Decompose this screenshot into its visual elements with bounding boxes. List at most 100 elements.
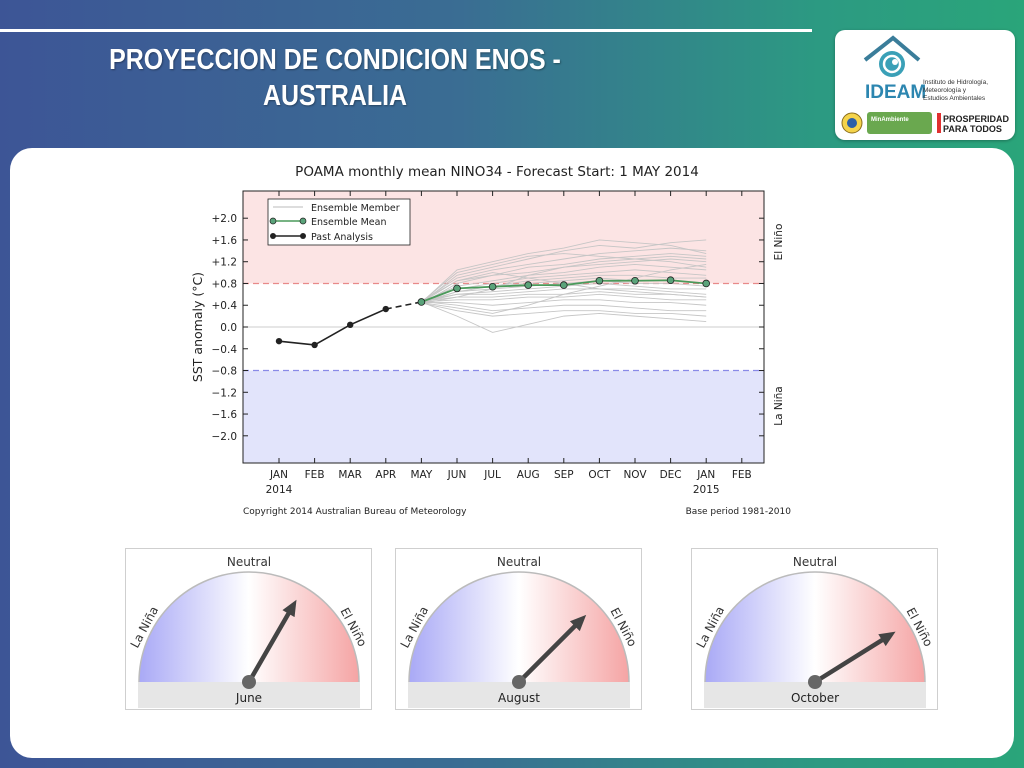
gauge-arc (139, 572, 359, 682)
x-tick-label-1: FEB (305, 469, 325, 481)
gauge-needle (516, 618, 583, 685)
gauge-arc-outline (138, 571, 360, 683)
title-underline (0, 29, 812, 32)
y-tick-label-4: +0.4 (212, 300, 238, 312)
x-tick-label-8: SEP (554, 469, 574, 481)
past-analysis-point-2 (347, 321, 354, 329)
x-tick-label-12: JAN (696, 469, 715, 481)
chart-title: POAMA monthly mean NINO34 - Forecast Sta… (295, 164, 699, 180)
x-year-label-1: 2015 (693, 484, 720, 496)
ensemble-members (421, 239, 707, 333)
y-tick-label-2: +1.2 (212, 257, 238, 269)
y-tick-label-0: +2.0 (212, 213, 238, 225)
y-tick-label-9: −1.6 (212, 409, 238, 421)
la-nina-region-label: La Niña (773, 386, 785, 425)
ensemble-member-line-14 (421, 299, 707, 306)
past-analysis-point-3 (382, 305, 389, 313)
y-tick-label-8: −1.2 (212, 387, 238, 399)
gauge-august: Neutral La Niña El Niño August (395, 548, 642, 710)
past-analysis-point-1 (311, 341, 318, 349)
ensemble-mean-point-0 (417, 298, 426, 306)
el-nino-region-label: El Niño (773, 224, 785, 261)
gauge-month-label: June (235, 691, 262, 705)
gauge-neutral-label: Neutral (227, 555, 271, 569)
x-tick-label-4: MAY (410, 469, 432, 481)
y-axis-label: SST anomaly (°C) (190, 272, 205, 382)
ensemble-member-line-17 (421, 301, 707, 333)
x-tick-label-9: OCT (588, 469, 611, 481)
y-tick-label-6: −0.4 (212, 344, 238, 356)
past-analysis-line (278, 308, 387, 346)
x-tick-label-6: JUL (483, 469, 501, 481)
ideam-logo-subtitle-2: Meteorología y (923, 87, 967, 94)
y-tick-label-5: 0.0 (220, 322, 237, 334)
ideam-globe-icon (863, 35, 921, 77)
ideam-logo-name: IDEAM (865, 82, 926, 103)
ensemble-member-line-15 (421, 300, 707, 312)
base-period-note: Base period 1981-2010 (686, 507, 792, 517)
x-tick-label-7: AUG (517, 469, 540, 481)
la-nina-zone (243, 370, 764, 463)
slide-title-line-2: AUSTRALIA (262, 80, 408, 112)
x-tick-label-11: DEC (660, 469, 682, 481)
legend-entry-member: Ensemble Member (311, 203, 400, 214)
x-tick-label-2: MAR (338, 469, 362, 481)
y-tick-label-10: −2.0 (212, 431, 238, 443)
gauge-needle-hub (242, 675, 256, 689)
legend-mean-dot-left (269, 217, 277, 225)
gauge-october: Neutral La Niña El Niño October (691, 548, 938, 710)
gauge-needle (246, 605, 295, 685)
gauge-arc-outline (408, 571, 630, 683)
ensemble-member-line-16 (421, 302, 707, 317)
ensemble-mean-point-2 (488, 282, 497, 291)
colombia-seal-icon (841, 112, 863, 134)
chart-axes: +2.0 +1.6 +1.2 +0.8 +0.4 0.0 −0.4 −0.8 −1.2 −1.6 −… (212, 190, 765, 496)
legend-past-dot-left (270, 233, 276, 239)
slide-title-line-1: PROYECCION DE CONDICION ENOS - (109, 44, 561, 76)
slogan-flag-bar (937, 113, 941, 133)
copyright-note: Copyright 2014 Australian Bureau of Mete… (243, 507, 467, 517)
series-points (275, 276, 710, 349)
ensemble-member-line-19 (421, 255, 707, 302)
gauge-needle-arrowhead (878, 631, 896, 647)
x-tick-label-3: APR (375, 469, 396, 481)
ensemble-mean-point-3 (524, 281, 532, 289)
ensemble-member-line-18 (421, 263, 707, 314)
slogan-line-1: PROSPERIDAD (943, 114, 1010, 124)
x-tick-label-10: NOV (623, 469, 647, 481)
x-tick-label-13: FEB (732, 469, 752, 481)
gauge-needle (812, 634, 891, 685)
slogan-line-2: PARA TODOS (943, 124, 1002, 134)
ensemble-member-line-13 (421, 293, 707, 303)
gauge-needle-hub (512, 675, 526, 689)
gauge-needle-arrowhead (569, 614, 587, 632)
gauge-arc (409, 572, 629, 682)
past-analysis-point-0 (275, 337, 283, 345)
gauge-june: Neutral La Niña El Niño June (125, 548, 372, 710)
ensemble-member-line-21 (421, 253, 707, 303)
y-tick-label-7: −0.8 (212, 366, 238, 378)
gauge-neutral-label: Neutral (793, 555, 837, 569)
nino34-forecast-chart: POAMA monthly mean NINO34 - Forecast Sta… (190, 164, 792, 517)
plot-background (243, 191, 764, 463)
ideam-logo: IDEAM Instituto de Hidrología, Meteorolo… (841, 35, 1010, 134)
ensemble-mean-point-5 (595, 276, 604, 285)
ministry-badge (867, 112, 932, 134)
x-tick-label-0: JAN (269, 469, 288, 481)
legend-mean-dot-right (299, 217, 307, 225)
gauge-arc-outline (704, 571, 926, 683)
y-tick-label-3: +0.8 (212, 278, 238, 290)
ensemble-mean-point-7 (666, 276, 675, 285)
gauge-needle-arrowhead (282, 599, 297, 618)
slide-title: PROYECCION DE CONDICION ENOS - AUSTRALIA (99, 42, 572, 114)
gauge-needle-hub (808, 675, 822, 689)
ideam-logo-subtitle-1: Instituto de Hidrología, (923, 79, 988, 86)
gauge-month-label: August (498, 691, 540, 705)
legend-past-dot-right (300, 233, 306, 239)
y-tick-label-1: +1.6 (212, 235, 238, 247)
x-year-label-0: 2014 (266, 484, 293, 496)
ensemble-member-line-5 (421, 263, 707, 303)
gauge-arc (705, 572, 925, 682)
